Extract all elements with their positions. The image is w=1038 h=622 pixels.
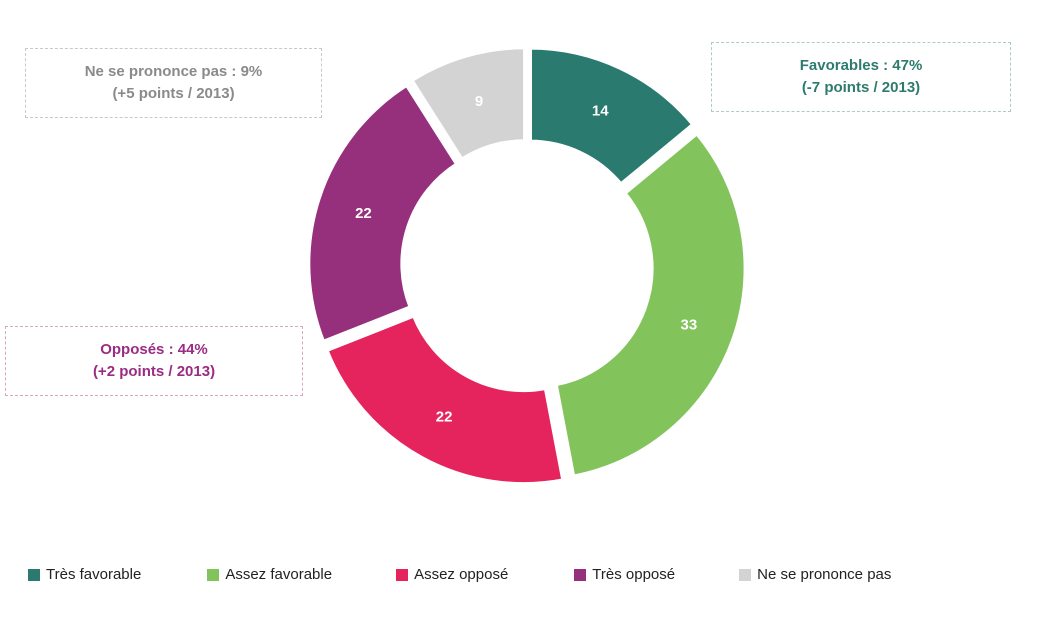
annotation-ne-se-prononce-line2: (+5 points / 2013) [112, 85, 235, 102]
legend-swatch-ne-se-prononce-pas [739, 568, 752, 581]
slice-ne-se-prononce-pas [408, 45, 528, 163]
donut-slice-labels: 14 33 22 22 9 [355, 93, 697, 426]
slice-assez-favorable [553, 130, 748, 479]
donut-slices [306, 45, 748, 487]
slice-label-ne-se-prononce-pas: 9 [475, 93, 483, 110]
annotation-favorables-line2: (-7 points / 2013) [801, 79, 921, 96]
legend-item-tres-favorable: Très favorable [28, 566, 141, 583]
legend-item-assez-oppose: Assez opposé [396, 566, 508, 583]
legend-swatch-tres-oppose [574, 568, 587, 581]
annotation-opposes-line1: Opposés : 44% [100, 341, 208, 358]
legend-swatch-assez-oppose [396, 568, 409, 581]
legend-item-tres-oppose: Très opposé [574, 566, 675, 583]
annotation-ne-se-prononce: Ne se prononce pas : 9% (+5 points / 201… [25, 48, 322, 118]
legend-label-ne-se-prononce-pas: Ne se prononce pas [757, 566, 892, 583]
legend-label-assez-favorable: Assez favorable [225, 566, 333, 583]
chart-legend: Très favorable Assez favorable Assez opp… [28, 566, 891, 583]
legend-swatch-tres-favorable [28, 568, 40, 581]
slice-tres-oppose [306, 82, 460, 345]
slice-label-assez-oppose: 22 [436, 409, 453, 426]
legend-item-ne-se-prononce-pas: Ne se prononce pas [739, 566, 891, 583]
legend-label-tres-oppose: Très opposé [592, 566, 676, 583]
legend-item-assez-favorable: Assez favorable [207, 566, 332, 583]
annotation-opposes: Opposés : 44% (+2 points / 2013) [5, 326, 303, 396]
slice-label-tres-favorable: 14 [592, 102, 609, 119]
annotation-ne-se-prononce-line1: Ne se prononce pas : 9% [84, 63, 263, 80]
slice-label-assez-favorable: 33 [680, 316, 697, 333]
slice-label-tres-oppose: 22 [355, 205, 372, 222]
legend-label-assez-oppose: Assez opposé [414, 566, 509, 583]
legend-swatch-assez-favorable [207, 568, 220, 581]
annotation-favorables-line1: Favorables : 47% [799, 57, 923, 74]
annotation-favorables: Favorables : 47% (-7 points / 2013) [711, 42, 1011, 112]
legend-label-tres-favorable: Très favorable [46, 566, 142, 583]
slice-tres-favorable [527, 45, 697, 188]
slice-assez-oppose [323, 312, 566, 487]
annotation-opposes-line2: (+2 points / 2013) [92, 363, 216, 380]
